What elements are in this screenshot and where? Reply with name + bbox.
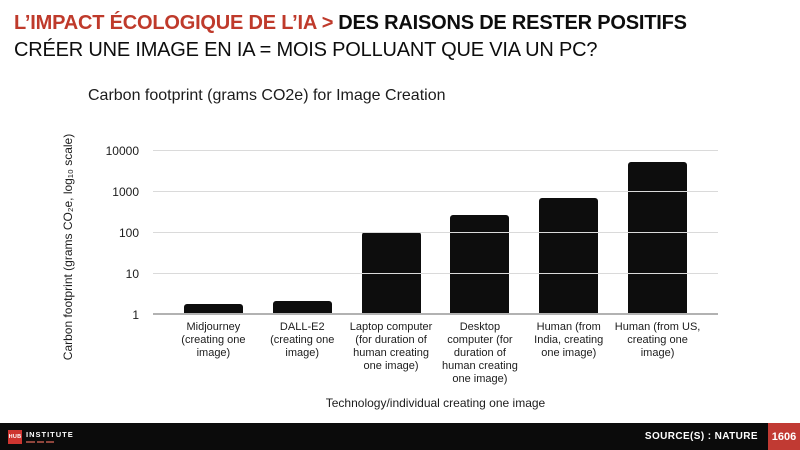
bar (539, 198, 599, 315)
slide-title-rest: DES RAISONS DE RESTER POSITIFS (338, 12, 687, 34)
gridline (153, 313, 718, 315)
x-tick-label: Midjourney (creating one image) (181, 321, 246, 359)
logo-tagline (26, 440, 74, 443)
bar (272, 300, 332, 315)
slide-subtitle: CRÉER UNE IMAGE EN IA = MOIS POLLUANT QU… (14, 39, 598, 61)
bar (628, 161, 688, 315)
slide-title-highlight: L’IMPACT ÉCOLOGIQUE DE L’IA > (14, 12, 334, 34)
gridline (153, 191, 718, 192)
logo-text: INSTITUTE (26, 429, 74, 443)
x-tick-label: Desktop computer (for duration of human … (441, 321, 518, 385)
x-tick-label: DALL-E2 (creating one image) (270, 321, 335, 359)
bar-slot (435, 141, 524, 315)
x-axis-title: Technology/individual creating one image (325, 396, 546, 410)
y-tick-label: 10 (125, 267, 139, 281)
hub-logo-icon: HUB (8, 429, 22, 444)
hub-institute-logo: HUB INSTITUTE (8, 429, 74, 444)
gridline (153, 273, 718, 274)
y-tick-label: 10000 (105, 144, 139, 158)
bar-slot (613, 141, 702, 315)
y-tick-label: 1000 (112, 185, 139, 199)
x-tick-label: Human (from US, creating one image) (614, 321, 701, 359)
chart-title: Carbon footprint (grams CO2e) for Image … (88, 87, 446, 104)
plot-area (153, 141, 718, 315)
x-labels-row: Midjourney (creating one image) DALL-E2 (… (169, 321, 702, 386)
slide-header: L’IMPACT ÉCOLOGIQUE DE L’IA > DES RAISONS… (14, 10, 687, 64)
footer-bar: HUB INSTITUTE SOURCE(S) : NATURE 1606 (0, 423, 800, 450)
y-axis-label: Carbon footprint (grams CO₂e, log₁₀ scal… (61, 133, 75, 361)
gridline (153, 150, 718, 151)
y-ticks: 1 10 100 1000 10000 (88, 141, 146, 322)
bars-row (169, 141, 702, 315)
page-number-badge: 1606 (768, 423, 800, 450)
y-tick-label: 100 (118, 226, 139, 240)
bar-slot (258, 141, 347, 315)
bar (450, 214, 510, 315)
bar-slot (524, 141, 613, 315)
x-tick-label: Human (from India, creating one image) (534, 321, 604, 359)
source-label: SOURCE(S) : NATURE (644, 431, 758, 442)
bar-slot (169, 141, 258, 315)
gridline (153, 232, 718, 233)
bar (183, 303, 243, 315)
logo-institute-label: INSTITUTE (26, 429, 74, 439)
x-tick-label: Laptop computer (for duration of human c… (349, 321, 433, 372)
y-tick-label: 1 (132, 308, 139, 322)
bar-slot (347, 141, 436, 315)
slide-title: L’IMPACT ÉCOLOGIQUE DE L’IA > DES RAISONS… (14, 10, 687, 37)
